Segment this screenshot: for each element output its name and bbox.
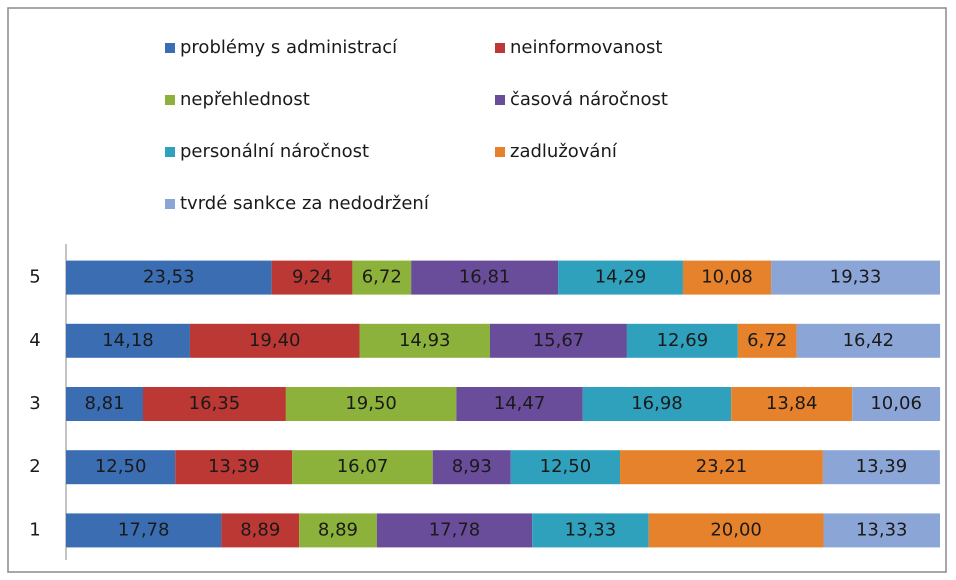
- data-label: 16,98: [631, 393, 683, 414]
- data-label: 19,40: [249, 330, 301, 351]
- data-label: 19,50: [345, 393, 397, 414]
- bar-segment: [352, 260, 412, 295]
- bar-segment: [299, 513, 377, 548]
- bar-segment: [823, 513, 940, 548]
- bar-segment: [66, 260, 272, 295]
- bar-segment: [359, 323, 490, 358]
- legend-label: tvrdé sankce za nedodržení: [180, 193, 430, 214]
- bar-segment: [66, 387, 143, 421]
- bar-segment: [852, 387, 941, 421]
- legend-label: zadlužování: [510, 141, 618, 162]
- legend-swatch: [165, 199, 175, 209]
- data-label: 13,33: [565, 519, 617, 540]
- legend-swatch: [165, 95, 175, 105]
- y-tick-label: 2: [29, 456, 40, 477]
- legend-label: problémy s administrací: [180, 37, 398, 58]
- data-label: 10,06: [870, 393, 922, 414]
- bar-segment: [510, 450, 621, 485]
- bar-segment: [456, 387, 583, 421]
- data-label: 16,42: [843, 330, 895, 351]
- data-label: 9,24: [292, 267, 332, 288]
- y-tick-label: 1: [29, 519, 40, 540]
- bar-segment: [737, 323, 797, 358]
- bar-segment: [731, 387, 853, 421]
- data-label: 13,39: [208, 456, 260, 477]
- bar-segment: [489, 323, 627, 358]
- bar-segment: [292, 450, 433, 485]
- legend-swatch: [165, 147, 175, 157]
- bar-segment: [66, 450, 176, 485]
- bar-segment: [175, 450, 293, 485]
- data-label: 20,00: [710, 519, 762, 540]
- data-label: 14,29: [595, 267, 647, 288]
- legend-label: časová náročnost: [510, 89, 668, 110]
- bar-segment: [532, 513, 649, 548]
- data-label: 17,78: [118, 519, 170, 540]
- data-label: 10,08: [701, 267, 753, 288]
- bar-segment: [771, 260, 940, 295]
- data-label: 14,18: [102, 330, 154, 351]
- bar-segment: [558, 260, 683, 295]
- bar-segment: [682, 260, 772, 295]
- data-label: 14,47: [494, 393, 546, 414]
- data-label: 6,72: [362, 267, 402, 288]
- data-label: 16,07: [337, 456, 389, 477]
- bar-segment: [142, 387, 286, 421]
- y-tick-label: 3: [29, 393, 40, 414]
- bar-segment: [582, 387, 732, 421]
- bar-segment: [66, 323, 190, 358]
- legend-swatch: [495, 95, 505, 105]
- bar-segment: [271, 260, 353, 295]
- data-label: 12,50: [95, 456, 147, 477]
- data-label: 23,21: [696, 456, 748, 477]
- data-label: 16,81: [459, 267, 511, 288]
- bar-segment: [285, 387, 457, 421]
- data-label: 14,93: [399, 330, 451, 351]
- bar-segment: [822, 450, 940, 485]
- legend-label: nepřehlednost: [180, 89, 310, 110]
- bar-segment: [411, 260, 559, 295]
- bar-segment: [432, 450, 511, 485]
- legend-label: neinformovanost: [510, 37, 662, 58]
- bar-segment: [620, 450, 823, 485]
- bar-segment: [376, 513, 533, 548]
- y-tick-label: 5: [29, 267, 40, 288]
- data-label: 6,72: [747, 330, 787, 351]
- data-label: 16,35: [189, 393, 241, 414]
- y-tick-label: 4: [29, 330, 40, 351]
- bar-segment: [189, 323, 360, 358]
- data-label: 12,50: [540, 456, 592, 477]
- legend-swatch: [495, 147, 505, 157]
- legend-swatch: [165, 43, 175, 53]
- data-label: 19,33: [830, 267, 882, 288]
- bar-segment: [796, 323, 941, 358]
- data-label: 8,89: [318, 519, 358, 540]
- bar-segment: [66, 513, 222, 548]
- data-label: 8,81: [84, 393, 124, 414]
- data-label: 15,67: [533, 330, 585, 351]
- data-label: 17,78: [429, 519, 481, 540]
- data-label: 13,84: [766, 393, 818, 414]
- data-label: 8,89: [240, 519, 280, 540]
- data-label: 13,39: [856, 456, 908, 477]
- data-label: 13,33: [856, 519, 908, 540]
- legend-swatch: [495, 43, 505, 53]
- bar-segment: [221, 513, 300, 548]
- legend-label: personální náročnost: [180, 141, 369, 162]
- data-label: 8,93: [452, 456, 492, 477]
- bar-segment: [648, 513, 824, 548]
- data-label: 12,69: [657, 330, 709, 351]
- data-label: 23,53: [143, 267, 195, 288]
- bar-segment: [626, 323, 738, 358]
